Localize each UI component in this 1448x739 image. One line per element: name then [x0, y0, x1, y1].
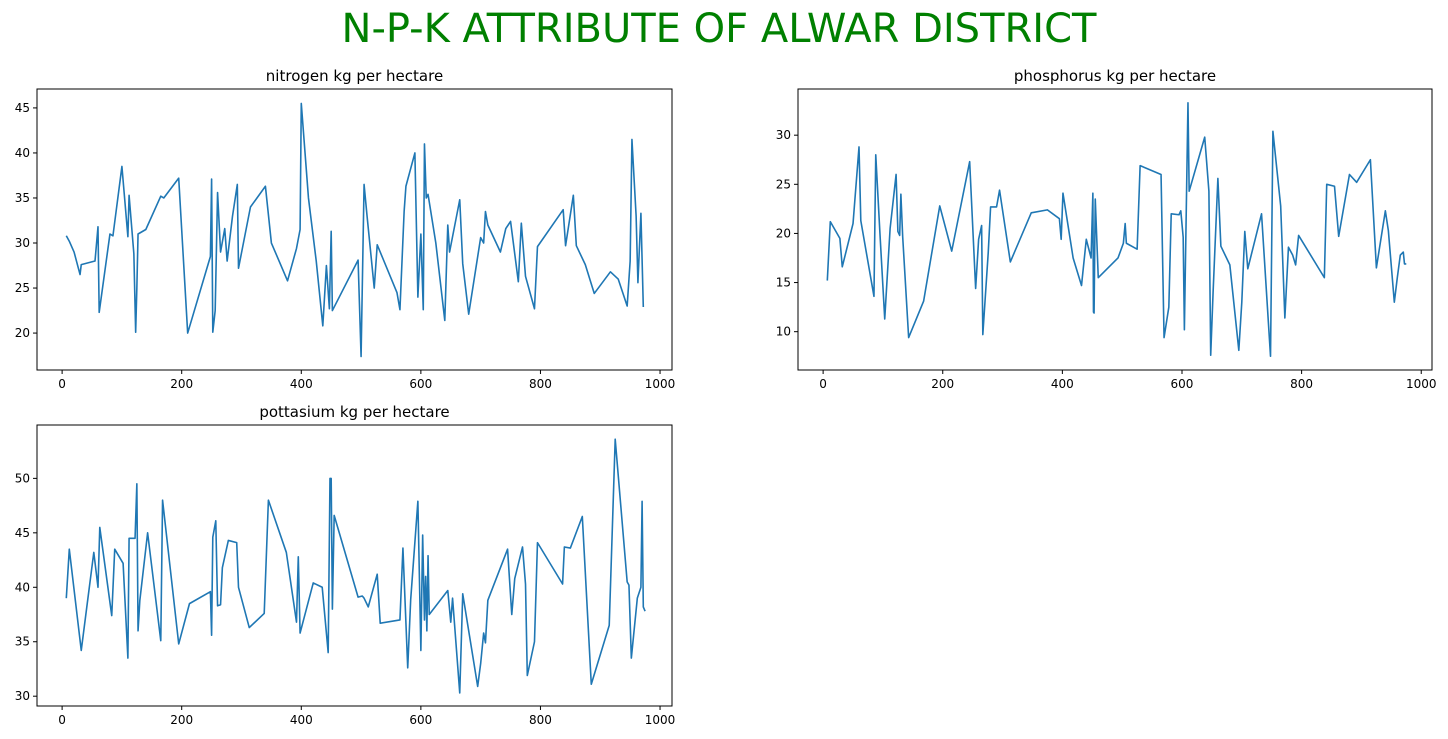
x-tick-label: 1000: [645, 713, 676, 727]
subplot-title: nitrogen kg per hectare: [266, 67, 443, 85]
axes-frame: [36, 88, 673, 371]
y-tick-label: 20: [776, 226, 791, 240]
y-tick-label: 45: [15, 526, 30, 540]
y-tick-label: 10: [776, 325, 791, 339]
y-tick-label: 20: [15, 326, 30, 340]
y-tick-label: 30: [15, 689, 30, 703]
y-tick-label: 45: [15, 101, 30, 115]
x-tick-label: 200: [931, 377, 954, 391]
x-tick-label: 0: [819, 377, 827, 391]
x-tick-label: 1000: [1406, 377, 1437, 391]
x-tick-label: 200: [170, 377, 193, 391]
axes-frame: [797, 88, 1433, 371]
subplot-title: phosphorus kg per hectare: [1014, 67, 1216, 85]
y-tick-label: 15: [776, 276, 791, 290]
y-tick-label: 35: [15, 191, 30, 205]
x-tick-label: 0: [58, 713, 66, 727]
y-tick-label: 30: [15, 236, 30, 250]
x-tick-label: 400: [1051, 377, 1074, 391]
x-tick-label: 800: [529, 377, 552, 391]
x-tick-label: 400: [290, 377, 313, 391]
y-tick-label: 25: [776, 177, 791, 191]
x-tick-label: 400: [290, 713, 313, 727]
x-tick-label: 200: [170, 713, 193, 727]
x-tick-label: 1000: [645, 377, 676, 391]
subplot-title: pottasium kg per hectare: [259, 403, 449, 421]
x-tick-label: 800: [1290, 377, 1313, 391]
y-tick-label: 40: [15, 580, 30, 594]
series-line: [65, 438, 646, 694]
x-tick-label: 800: [529, 713, 552, 727]
x-tick-label: 0: [58, 377, 66, 391]
axes-frame: [36, 424, 673, 707]
series-line: [65, 102, 645, 358]
y-tick-label: 50: [15, 471, 30, 485]
y-tick-label: 40: [15, 146, 30, 160]
series-line: [826, 101, 1407, 358]
x-tick-label: 600: [409, 377, 432, 391]
figure-title: N-P-K ATTRIBUTE OF ALWAR DISTRICT: [342, 6, 1097, 52]
y-tick-label: 35: [15, 635, 30, 649]
y-tick-label: 25: [15, 281, 30, 295]
x-tick-label: 600: [409, 713, 432, 727]
x-tick-label: 600: [1171, 377, 1194, 391]
y-tick-label: 30: [776, 128, 791, 142]
